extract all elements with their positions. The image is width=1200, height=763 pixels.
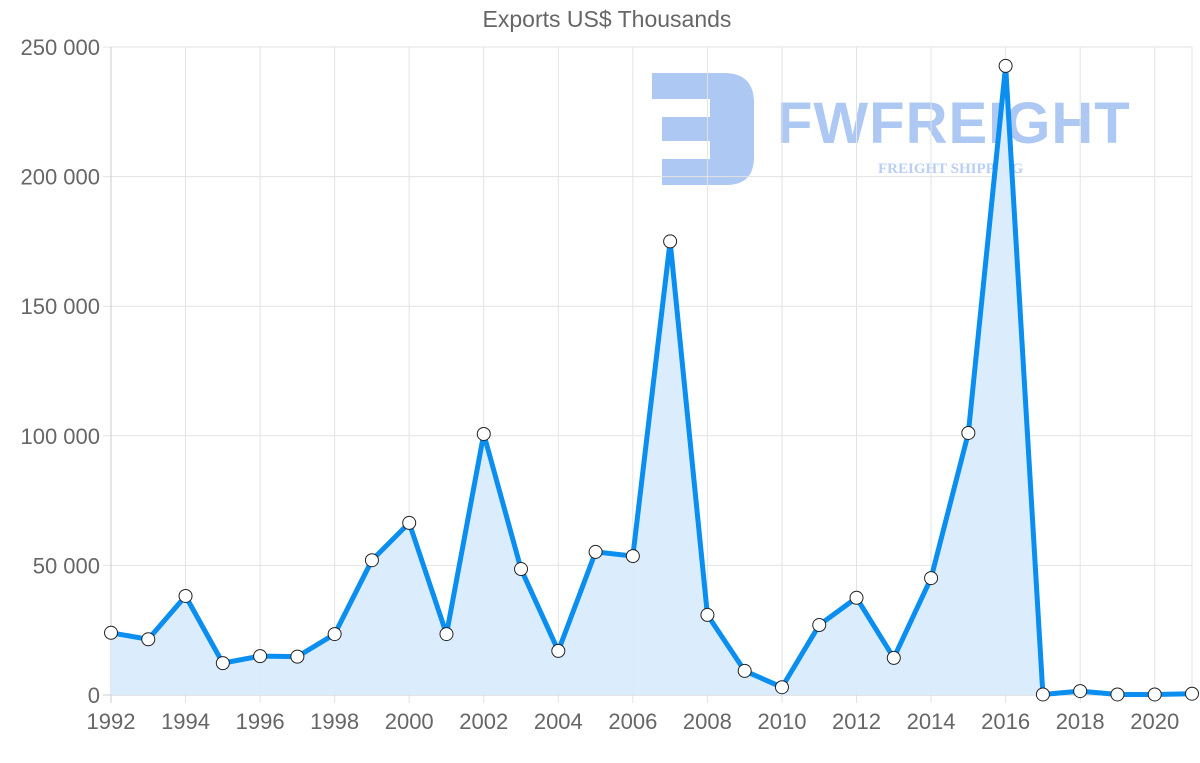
x-tick-label: 2018 [1056,709,1105,734]
data-point-marker[interactable] [1035,687,1050,702]
data-point-marker[interactable] [476,426,491,441]
x-tick-label: 2010 [757,709,806,734]
x-tick-label: 2002 [459,709,508,734]
data-point-marker[interactable] [849,590,864,605]
x-tick-label: 1994 [161,709,210,734]
data-point-marker[interactable] [215,656,230,671]
data-point-marker[interactable] [663,234,678,249]
data-point-marker[interactable] [439,627,454,642]
data-point-marker[interactable] [961,425,976,440]
data-point-marker[interactable] [625,549,640,564]
data-point-marker[interactable] [327,627,342,642]
chart-title: Exports US$ Thousands [482,6,732,32]
data-point-marker[interactable] [290,649,305,664]
data-point-marker[interactable] [588,544,603,559]
x-axis: 1992 1994 1996 1998 2000 2002 2004 2006 2008 2010… [87,709,1180,734]
y-tick-label: 250 000 [20,35,100,60]
x-tick-label: 2000 [385,709,434,734]
x-tick-label: 2020 [1130,709,1179,734]
data-point-marker[interactable] [178,588,193,603]
x-tick-label: 1992 [87,709,136,734]
data-point-marker[interactable] [253,649,268,664]
data-point-marker[interactable] [886,650,901,665]
data-point-marker[interactable] [364,553,379,568]
y-tick-label: 50 000 [33,553,100,578]
y-tick-label: 150 000 [20,294,100,319]
data-point-marker[interactable] [924,571,939,586]
x-tick-label: 1996 [236,709,285,734]
data-point-marker[interactable] [737,663,752,678]
data-point-marker[interactable] [141,632,156,647]
data-point-marker[interactable] [1185,686,1199,701]
data-point-marker[interactable] [104,625,118,640]
data-point-marker[interactable] [551,643,566,658]
x-tick-label: 2012 [832,709,881,734]
data-point-marker[interactable] [812,618,827,633]
y-axis: 0 50 000 100 000 150 000 200 000 250 000 [20,35,100,708]
data-point-marker[interactable] [402,515,417,530]
y-tick-label: 200 000 [20,165,100,190]
data-points [104,58,1199,702]
data-point-marker[interactable] [998,58,1013,73]
x-tick-label: 2016 [981,709,1030,734]
data-point-marker[interactable] [1147,687,1162,702]
data-point-marker[interactable] [774,680,789,695]
y-tick-label: 100 000 [20,424,100,449]
y-tick-label: 0 [88,683,100,708]
data-point-marker[interactable] [1073,684,1088,699]
data-point-marker[interactable] [514,562,529,577]
data-point-marker[interactable] [700,607,715,622]
x-tick-label: 2006 [608,709,657,734]
data-point-marker[interactable] [1110,687,1125,702]
x-tick-label: 1998 [310,709,359,734]
x-tick-label: 2008 [683,709,732,734]
x-tick-label: 2004 [534,709,583,734]
x-tick-label: 2014 [907,709,956,734]
